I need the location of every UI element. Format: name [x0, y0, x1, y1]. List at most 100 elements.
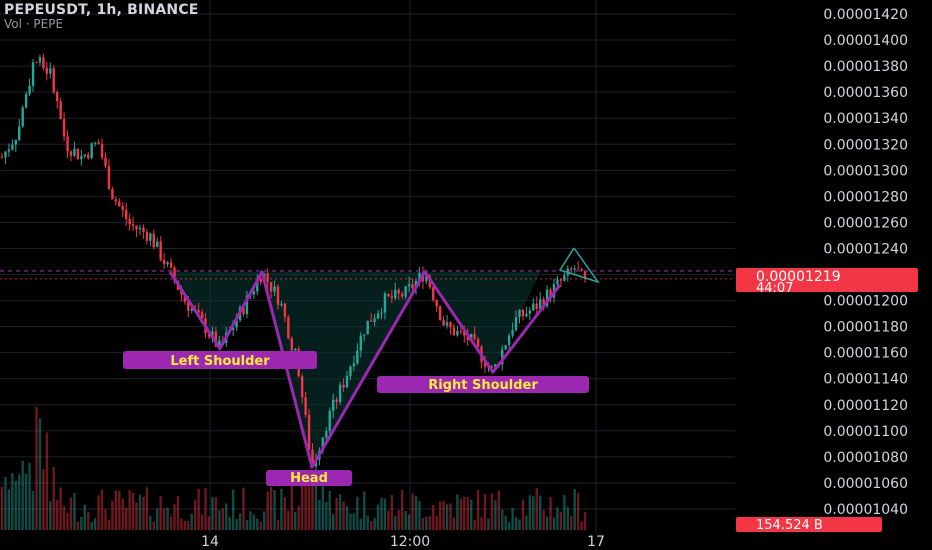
volume-bar: [221, 508, 224, 530]
price-tick-label: 0.00001300: [823, 163, 908, 179]
candle-body: [28, 85, 31, 95]
candle-body: [207, 333, 211, 337]
volume-badge-value: 154.524 B: [756, 518, 823, 533]
volume-bar: [421, 517, 425, 530]
price-tick-label: 0.00001280: [823, 189, 908, 205]
volume-bar: [138, 494, 142, 530]
candle-body: [90, 143, 93, 158]
candle-body: [76, 148, 80, 160]
volume-bar: [38, 418, 42, 530]
candle-body: [256, 279, 259, 292]
candle-body: [525, 313, 528, 317]
volume-bar: [463, 496, 466, 530]
volume-bar: [0, 486, 4, 530]
candle-body: [145, 231, 149, 241]
volume-bar: [404, 510, 407, 530]
candle-body: [31, 62, 35, 86]
volume-bar: [231, 489, 235, 530]
candle-body: [563, 275, 566, 281]
volume-bar: [145, 487, 149, 530]
volume-bar: [49, 501, 52, 530]
volume-bar: [4, 476, 7, 530]
candle-body: [49, 68, 52, 74]
candle-body: [45, 68, 49, 74]
candle-body: [366, 320, 369, 335]
volume-bar: [473, 519, 476, 530]
candle-body: [518, 309, 521, 317]
volume-bar: [149, 516, 152, 530]
volume-bar: [407, 514, 411, 530]
volume-bar: [445, 504, 449, 530]
volume-bar: [225, 503, 228, 530]
candle-body: [528, 310, 532, 314]
candle-body: [259, 279, 262, 283]
candle-body: [511, 330, 514, 336]
time-axis[interactable]: 14 12:00 17: [201, 534, 605, 550]
candle-body: [363, 334, 366, 336]
volume-bar: [190, 513, 193, 530]
candle-body: [494, 364, 497, 368]
candle-body: [52, 68, 55, 93]
candle-body: [93, 142, 97, 144]
volume-bar: [152, 521, 155, 530]
candle-body: [449, 322, 452, 328]
volume-bar: [111, 500, 114, 530]
volume-bar: [176, 496, 180, 530]
volume-bar: [583, 511, 587, 530]
symbol-title: PEPEUSDT, 1h, BINANCE: [4, 2, 199, 18]
volume-bar: [214, 497, 218, 530]
volume-bar: [207, 516, 211, 530]
volume-bar: [121, 498, 124, 530]
volume-bar: [521, 499, 525, 530]
volume-bar: [14, 480, 17, 530]
volume-bar: [414, 495, 418, 530]
candle-body: [335, 399, 338, 402]
candle-body: [407, 284, 411, 287]
volume-bar: [73, 492, 76, 530]
candle-body: [387, 293, 390, 297]
volume-bar: [131, 492, 135, 530]
price-axis[interactable]: 0.00001420 0.00001400 0.00001380 0.00001360…: [823, 7, 908, 518]
volume-bar: [197, 488, 200, 530]
candle-body: [483, 362, 487, 367]
volume-bar: [369, 521, 373, 530]
volume-bar: [525, 515, 528, 530]
candle-body: [38, 57, 42, 63]
candle-body: [542, 299, 545, 307]
volume-bar: [35, 406, 38, 530]
candle-body: [411, 284, 414, 289]
price-tick-label: 0.00001360: [823, 85, 908, 101]
price-tick-label: 0.00001380: [823, 59, 908, 75]
volume-bar: [166, 507, 169, 530]
volume-bar: [256, 518, 259, 530]
volume-bar: [294, 511, 297, 530]
volume-bar: [380, 497, 383, 530]
volume-bar: [528, 495, 532, 530]
volume-bar: [373, 517, 376, 530]
candle-body: [473, 333, 476, 339]
candle-body: [287, 316, 290, 339]
candle-body: [452, 327, 456, 336]
pattern-label: Left Shoulder: [170, 354, 270, 369]
candle-body: [373, 318, 376, 322]
volume-bar: [97, 495, 100, 530]
volume-bar: [100, 489, 104, 530]
time-tick-label: 12:00: [390, 534, 430, 550]
candle-body: [304, 397, 307, 415]
candle-body: [104, 157, 107, 167]
candle-body: [7, 149, 11, 152]
candle-body: [152, 233, 155, 248]
volume-bar: [556, 507, 559, 530]
volume-bar: [290, 476, 293, 530]
candle-body: [42, 57, 45, 69]
pattern-lines: [0, 247, 735, 469]
candle-body: [342, 384, 345, 388]
volume-bar: [383, 498, 387, 530]
candle-body: [290, 338, 293, 351]
volume-bar: [21, 460, 24, 530]
volume-bar: [297, 505, 300, 530]
pattern-labels: Left Shoulder Head Right Shoulder: [123, 351, 589, 486]
volume-bar: [476, 489, 480, 530]
